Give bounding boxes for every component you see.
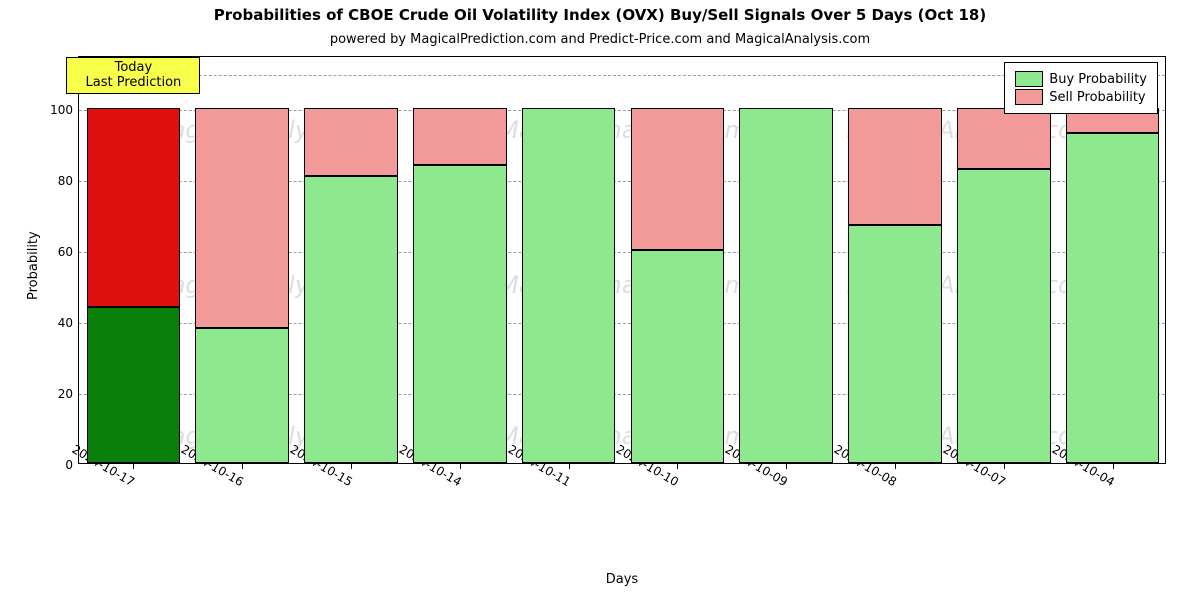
x-tick-mark (895, 463, 896, 469)
annotation-line: Today (73, 60, 193, 76)
y-axis-label: Probability (26, 231, 41, 300)
bar-group (848, 55, 942, 463)
x-tick-mark (1113, 463, 1114, 469)
bar-group (87, 55, 181, 463)
bar-group (195, 55, 289, 463)
bar-buy (195, 328, 289, 463)
legend-swatch (1015, 71, 1043, 87)
y-tick-label: 20 (58, 387, 73, 401)
y-tick-label: 40 (58, 316, 73, 330)
x-axis-label: Days (78, 572, 1166, 587)
x-tick-mark (133, 463, 134, 469)
bar-group (631, 55, 725, 463)
bar-group (957, 55, 1051, 463)
bar-buy (957, 169, 1051, 463)
chart-subtitle: powered by MagicalPrediction.com and Pre… (0, 32, 1200, 47)
legend-swatch (1015, 89, 1043, 105)
x-tick-mark (677, 463, 678, 469)
bar-buy (631, 250, 725, 463)
bar-buy (848, 225, 942, 463)
x-tick-mark (1004, 463, 1005, 469)
bar-group (413, 55, 507, 463)
bar-sell (87, 108, 181, 307)
legend-item: Buy Probability (1015, 71, 1147, 87)
bar-group (522, 55, 616, 463)
bar-buy (413, 165, 507, 463)
bar-buy (1066, 133, 1160, 463)
bar-group (739, 55, 833, 463)
bar-buy (739, 108, 833, 463)
bar-sell (195, 108, 289, 328)
annotation-line: Last Prediction (73, 75, 193, 91)
y-tick-label: 80 (58, 174, 73, 188)
legend-item: Sell Probability (1015, 89, 1147, 105)
x-tick-mark (242, 463, 243, 469)
legend: Buy Probability Sell Probability (1004, 62, 1158, 114)
chart-title: Probabilities of CBOE Crude Oil Volatili… (0, 6, 1200, 24)
chart-container: Probabilities of CBOE Crude Oil Volatili… (0, 0, 1200, 600)
plot-area: MagicalAnalysis.comMagicalAnalysis.comMa… (78, 56, 1166, 464)
x-tick-mark (569, 463, 570, 469)
bar-sell (957, 108, 1051, 168)
bar-buy (522, 108, 616, 463)
bar-group (304, 55, 398, 463)
bar-buy (304, 176, 398, 463)
bar-buy (87, 307, 181, 463)
y-tick-label: 0 (65, 458, 73, 472)
y-tick-label: 60 (58, 245, 73, 259)
y-tick-label: 100 (50, 103, 73, 117)
legend-label: Buy Probability (1049, 72, 1147, 87)
x-tick-mark (786, 463, 787, 469)
bar-sell (304, 108, 398, 175)
bar-sell (631, 108, 725, 250)
bar-group (1066, 55, 1160, 463)
x-tick-mark (460, 463, 461, 469)
legend-label: Sell Probability (1049, 90, 1145, 105)
today-annotation: TodayLast Prediction (66, 57, 200, 94)
x-tick-mark (351, 463, 352, 469)
bar-sell (413, 108, 507, 165)
bar-sell (848, 108, 942, 225)
